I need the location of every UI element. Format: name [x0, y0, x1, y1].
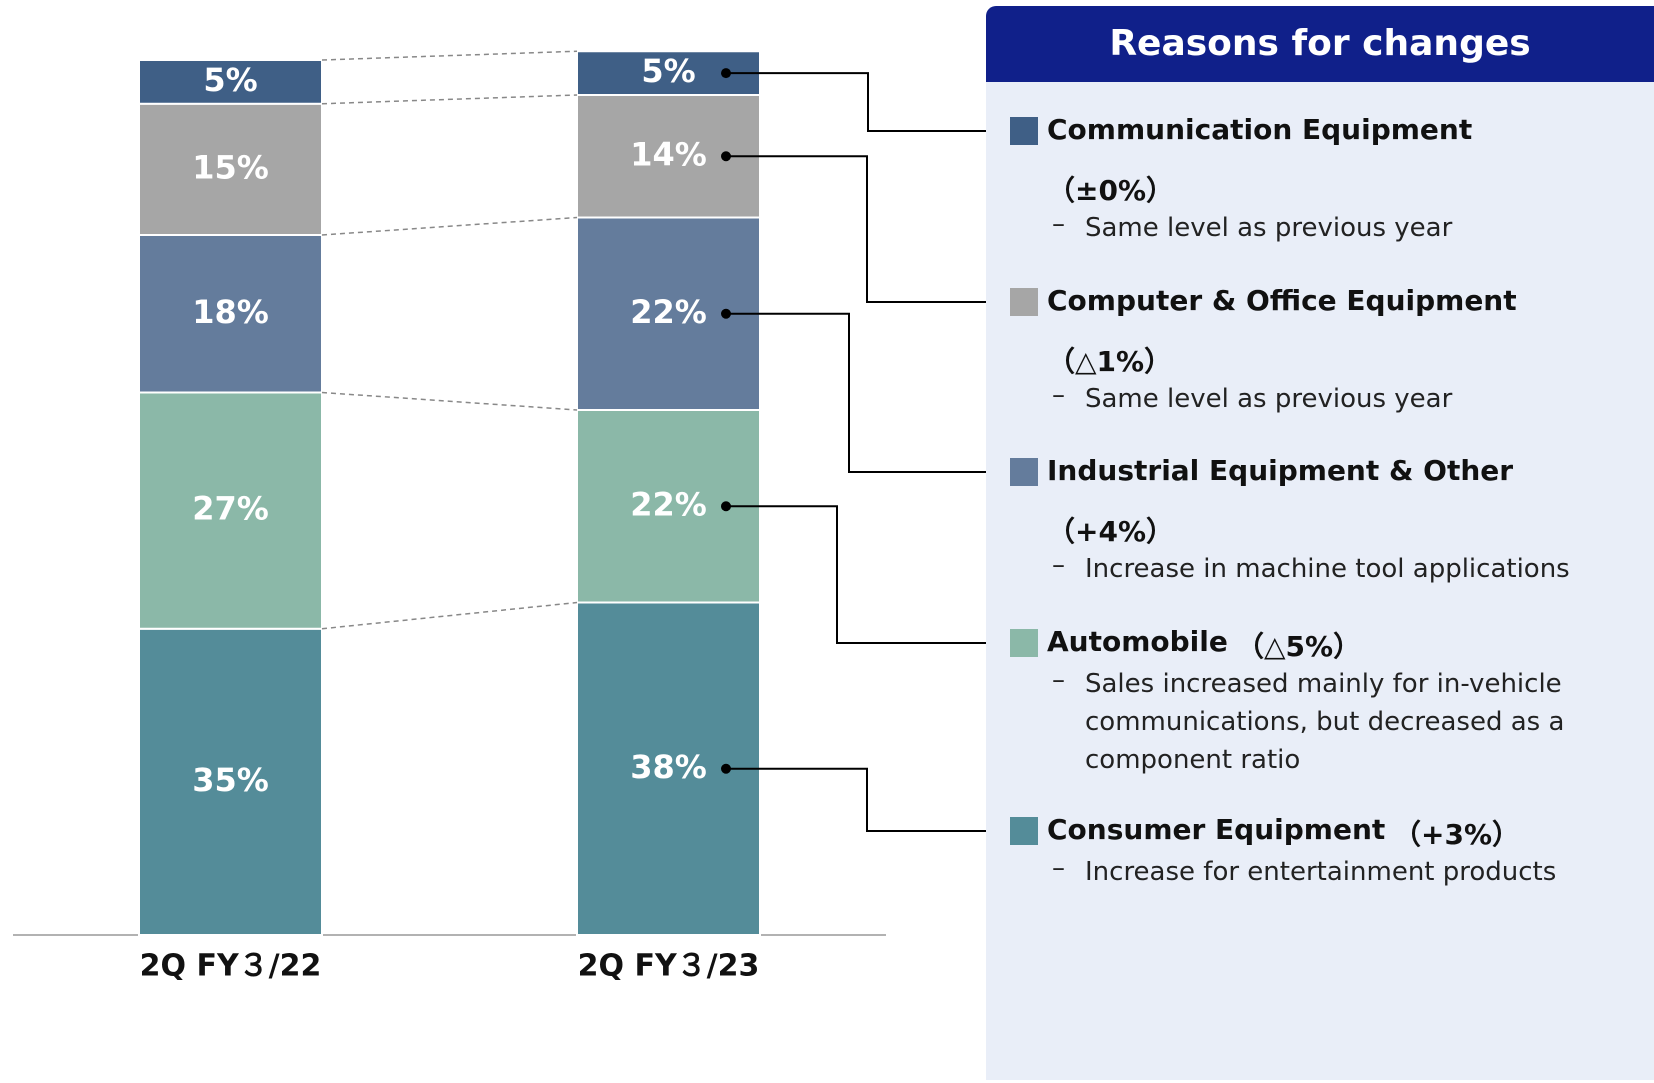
value-label: 14%	[630, 135, 707, 173]
value-label: 27%	[192, 490, 269, 528]
connector-dash	[321, 50, 578, 61]
x-tick-label: 2Q FY３/23	[578, 949, 760, 984]
note-text: Increase in machine tool applications	[1085, 554, 1570, 584]
legend-label: Communication Equipment	[1047, 113, 1473, 146]
bar-segment	[138, 391, 323, 630]
callout-line	[726, 312, 1010, 473]
bar-segment	[138, 59, 323, 105]
callout-line	[726, 505, 1010, 644]
bar-segment	[138, 234, 323, 394]
legend-marker	[1010, 458, 1038, 486]
change-label: （+4%）	[1047, 515, 1174, 548]
legend-marker	[1010, 117, 1038, 145]
legend-label: Consumer Equipment	[1047, 813, 1386, 846]
note-text: Increase for entertainment products	[1085, 857, 1557, 887]
value-label: 22%	[630, 485, 707, 523]
bar-segment	[138, 627, 323, 936]
value-label: 15%	[192, 148, 269, 186]
change-label: （△5%）	[1236, 630, 1362, 663]
value-label: 5%	[203, 61, 257, 99]
bullet: –	[1052, 380, 1065, 410]
legend-label: Computer & Office Equipment	[1047, 284, 1517, 317]
value-label: 22%	[630, 293, 707, 331]
change-label: （△1%）	[1047, 345, 1173, 378]
bullet: –	[1052, 853, 1065, 883]
legend-marker	[1010, 817, 1038, 845]
value-label: 38%	[630, 748, 707, 786]
x-tick-label: 2Q FY３/22	[140, 949, 322, 984]
note-text: Sales increased mainly for in-vehicle co…	[1085, 669, 1565, 775]
legend-label: Automobile	[1047, 625, 1228, 658]
bar-segment	[138, 102, 323, 236]
value-label: 35%	[192, 761, 269, 799]
panel-title: Reasons for changes	[986, 6, 1654, 82]
change-label: （+3%）	[1393, 818, 1520, 851]
callout-line	[726, 72, 1010, 132]
connector-dash	[321, 216, 578, 236]
bullet: –	[1052, 209, 1065, 239]
reasons-panel: Reasons for changes Consumer Equipment （+…	[986, 6, 1654, 1080]
value-label: 5%	[641, 52, 695, 90]
callout-line	[726, 155, 1010, 303]
note-text: Same level as previous year	[1085, 213, 1453, 243]
connector-dash	[321, 94, 578, 105]
legend-label: Industrial Equipment & Other	[1047, 454, 1514, 487]
callout-line	[726, 767, 1010, 832]
bullet: –	[1052, 665, 1065, 695]
connector-dash	[321, 601, 578, 630]
bullet: –	[1052, 550, 1065, 580]
change-label: （±0%）	[1047, 174, 1174, 207]
value-label: 18%	[192, 293, 269, 331]
legend-marker	[1010, 629, 1038, 657]
note-text: Same level as previous year	[1085, 384, 1453, 414]
legend-marker	[1010, 288, 1038, 316]
connector-dash	[321, 391, 578, 411]
